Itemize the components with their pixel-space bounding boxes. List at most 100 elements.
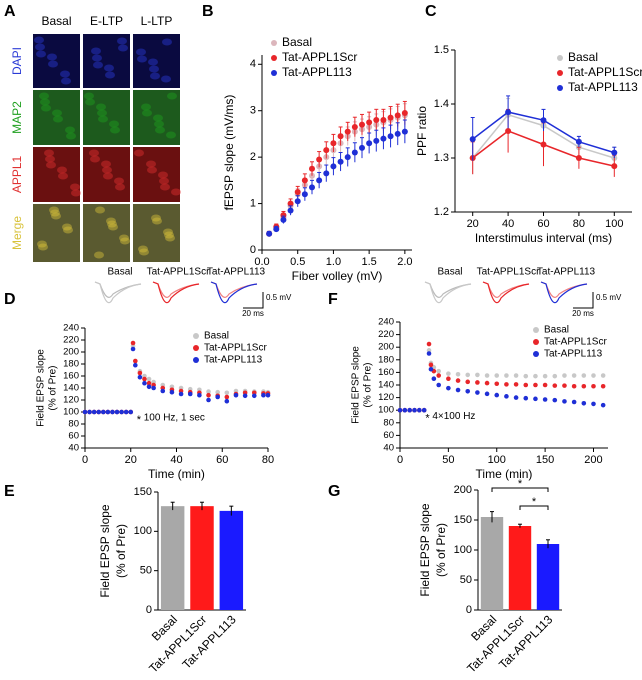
data-point	[542, 373, 548, 379]
data-point	[540, 141, 547, 148]
y-tick-label: 0	[146, 604, 152, 616]
data-point	[571, 383, 577, 389]
data-point	[552, 397, 558, 403]
data-point	[591, 401, 596, 407]
data-point	[337, 133, 344, 140]
column-label: Basal	[41, 14, 71, 28]
data-point	[146, 376, 152, 382]
scale-label: 0.5 mV	[266, 293, 292, 302]
data-point	[505, 128, 512, 134]
y-tick-label: 1.4	[434, 98, 449, 110]
y-tick-label: 50	[140, 565, 152, 577]
y-tick-label: 140	[378, 380, 394, 391]
cell	[134, 149, 144, 157]
data-point	[266, 230, 273, 237]
data-point	[224, 394, 230, 400]
significance-label: *	[532, 496, 537, 508]
data-point	[552, 373, 558, 379]
data-point	[394, 112, 401, 119]
data-point	[123, 409, 129, 415]
legend-label: Tat-APPL1Scr	[204, 343, 267, 354]
row-label: Merge	[10, 216, 24, 250]
data-point	[351, 123, 358, 130]
cell	[146, 160, 156, 168]
y-tick-label: 160	[378, 367, 394, 378]
cell	[164, 231, 174, 239]
x-tick-label: 100	[488, 454, 506, 466]
data-point	[323, 170, 330, 177]
cell	[155, 126, 165, 134]
panel-letter: A	[4, 3, 16, 20]
data-point	[600, 402, 606, 408]
micrograph	[33, 147, 80, 202]
data-point	[133, 358, 138, 364]
scale-bar	[573, 292, 594, 309]
significance-label: *	[518, 478, 523, 490]
legend-label: Basal	[282, 35, 312, 49]
data-point	[513, 373, 519, 378]
data-point	[387, 133, 394, 140]
x-axis-label: Fiber volley (mV)	[292, 269, 383, 283]
data-point	[224, 398, 230, 404]
x-tick-label: 0	[397, 454, 403, 466]
legend-label: Tat-APPL113	[544, 349, 603, 360]
annotation: 4×100 Hz	[432, 411, 475, 422]
panel-letter: C	[425, 3, 437, 20]
data-point	[330, 140, 337, 147]
data-point	[151, 385, 156, 391]
x-tick-label: 1.0	[326, 256, 341, 268]
data-point	[359, 121, 365, 128]
bar	[219, 510, 244, 610]
cell	[108, 223, 118, 231]
cell	[171, 188, 181, 196]
data-point	[309, 184, 315, 191]
data-point	[91, 409, 97, 415]
y-tick-label: 200	[378, 342, 394, 353]
trace-label: Tat-APPL1Scr	[147, 267, 210, 278]
x-tick-label: 60	[216, 454, 228, 466]
data-point	[581, 400, 587, 406]
data-point	[337, 158, 344, 165]
annotation-marker: *	[425, 412, 430, 424]
data-point	[119, 409, 124, 415]
y-axis-label: (% of Pre)	[363, 362, 374, 407]
data-point	[280, 216, 287, 223]
data-point	[380, 117, 387, 123]
y-tick-label: 150	[454, 514, 472, 526]
cell	[71, 189, 81, 197]
cell	[151, 214, 161, 222]
data-point	[562, 383, 567, 388]
y-tick-label: 140	[63, 383, 79, 394]
data-point	[611, 163, 618, 170]
cell	[103, 172, 113, 180]
data-point	[82, 409, 88, 415]
x-tick-label: 80	[573, 218, 585, 230]
data-point	[455, 378, 461, 383]
data-point	[110, 409, 115, 415]
data-point	[523, 373, 529, 379]
legend-marker	[193, 357, 199, 363]
data-point	[366, 140, 373, 147]
data-point	[301, 191, 308, 198]
cell	[98, 115, 108, 123]
y-tick-label: 100	[454, 544, 472, 556]
legend-marker	[557, 70, 563, 76]
data-point	[301, 177, 308, 184]
cell	[101, 160, 111, 168]
data-point	[394, 130, 401, 137]
cell	[165, 234, 175, 242]
trace	[540, 281, 588, 304]
data-point	[242, 393, 248, 399]
data-point	[330, 163, 337, 170]
data-point	[540, 117, 547, 124]
data-point	[446, 385, 451, 391]
cell	[160, 183, 170, 191]
y-tick-label: 100	[63, 407, 79, 418]
data-point	[309, 165, 315, 172]
data-point	[426, 348, 432, 353]
data-point	[101, 409, 106, 415]
micrograph	[83, 34, 130, 88]
cell	[49, 206, 59, 214]
x-tick-label: 200	[584, 454, 602, 466]
panel-letter: E	[4, 483, 15, 500]
